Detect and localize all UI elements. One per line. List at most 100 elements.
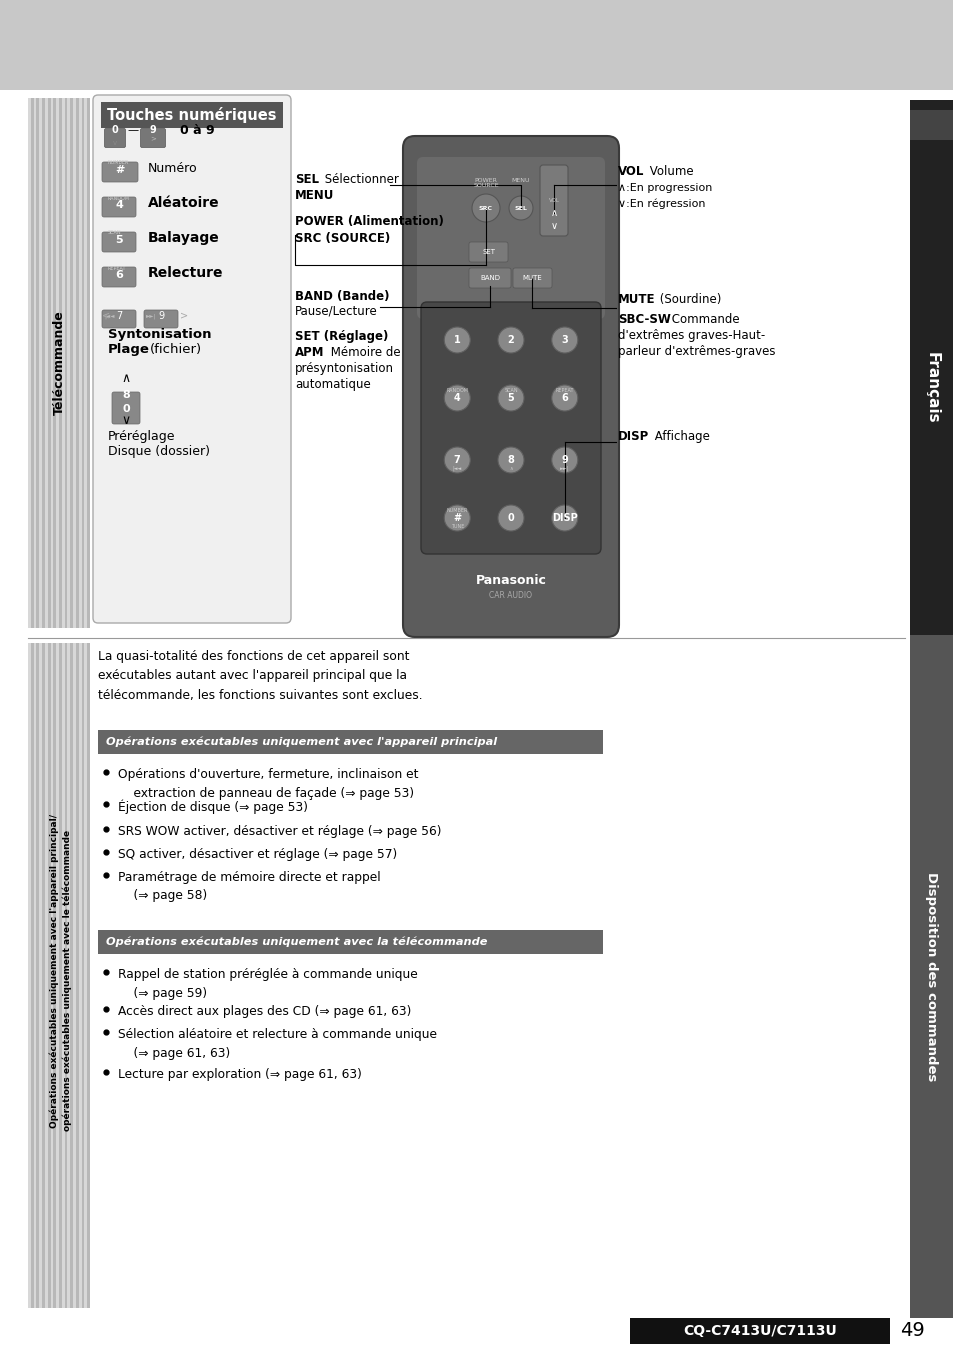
Text: CAR AUDIO: CAR AUDIO bbox=[489, 590, 532, 600]
FancyBboxPatch shape bbox=[402, 136, 618, 638]
Bar bbox=[48, 98, 51, 628]
FancyBboxPatch shape bbox=[513, 268, 552, 288]
Text: VOL: VOL bbox=[618, 164, 643, 178]
Text: Plage: Plage bbox=[108, 342, 150, 356]
FancyBboxPatch shape bbox=[469, 268, 511, 288]
Text: Numéro: Numéro bbox=[148, 162, 197, 174]
FancyBboxPatch shape bbox=[469, 243, 507, 262]
Text: 0: 0 bbox=[507, 514, 514, 523]
Bar bbox=[81, 643, 84, 1308]
FancyBboxPatch shape bbox=[102, 267, 136, 287]
Text: MUTE: MUTE bbox=[521, 275, 541, 280]
Text: Syntonisation: Syntonisation bbox=[108, 328, 212, 341]
Text: BAND: BAND bbox=[479, 275, 499, 280]
Bar bbox=[59, 98, 62, 628]
Circle shape bbox=[444, 328, 470, 353]
Text: POWER
SOURCE: POWER SOURCE bbox=[473, 178, 498, 189]
Bar bbox=[62, 98, 65, 628]
FancyBboxPatch shape bbox=[416, 156, 604, 319]
Bar bbox=[98, 731, 602, 754]
Bar bbox=[53, 643, 56, 1308]
Text: Préréglage: Préréglage bbox=[108, 430, 175, 443]
Circle shape bbox=[497, 506, 523, 531]
Circle shape bbox=[551, 328, 578, 353]
Bar bbox=[36, 98, 39, 628]
Bar bbox=[65, 98, 68, 628]
Text: ∧:En progression: ∧:En progression bbox=[618, 183, 712, 193]
Text: Éjection de disque (⇒ page 53): Éjection de disque (⇒ page 53) bbox=[118, 799, 308, 814]
Text: Balayage: Balayage bbox=[148, 231, 219, 245]
Bar bbox=[87, 98, 90, 628]
Bar bbox=[53, 98, 56, 628]
Text: Pause/Lecture: Pause/Lecture bbox=[294, 305, 377, 318]
Circle shape bbox=[551, 506, 578, 531]
Text: SQ activer, désactiver et réglage (⇒ page 57): SQ activer, désactiver et réglage (⇒ pag… bbox=[118, 848, 396, 861]
Bar bbox=[87, 643, 90, 1308]
Bar bbox=[45, 98, 48, 628]
Text: SRS WOW activer, désactiver et réglage (⇒ page 56): SRS WOW activer, désactiver et réglage (… bbox=[118, 825, 441, 838]
Text: Opérations exécutables uniquement avec la télécommande: Opérations exécutables uniquement avec l… bbox=[106, 937, 487, 948]
Text: >: > bbox=[180, 311, 188, 321]
Circle shape bbox=[497, 328, 523, 353]
Bar bbox=[73, 643, 76, 1308]
Bar bbox=[629, 1318, 889, 1344]
Text: SRC (SOURCE): SRC (SOURCE) bbox=[294, 232, 390, 245]
Text: #: # bbox=[115, 164, 125, 175]
Bar bbox=[81, 98, 84, 628]
Text: ►►|: ►►| bbox=[559, 465, 569, 470]
Text: 3: 3 bbox=[560, 336, 568, 345]
Text: 1: 1 bbox=[454, 336, 460, 345]
Text: ►►|: ►►| bbox=[146, 313, 156, 318]
Bar bbox=[33, 98, 36, 628]
Text: SEL: SEL bbox=[294, 173, 318, 186]
Text: ∧: ∧ bbox=[121, 372, 131, 384]
Bar bbox=[79, 98, 81, 628]
Text: ∧: ∧ bbox=[550, 208, 557, 218]
Text: |◄◄: |◄◄ bbox=[104, 313, 114, 318]
Text: #: # bbox=[453, 514, 461, 523]
Text: Paramétrage de mémoire directe et rappel
    (⇒ page 58): Paramétrage de mémoire directe et rappel… bbox=[118, 871, 380, 903]
Text: Télécommande: Télécommande bbox=[52, 310, 66, 415]
Text: 6: 6 bbox=[560, 394, 568, 403]
FancyBboxPatch shape bbox=[102, 197, 136, 217]
Text: NUMBER: NUMBER bbox=[108, 160, 130, 166]
Text: CQ-C7413U/C7113U: CQ-C7413U/C7113U bbox=[682, 1324, 836, 1339]
Text: Commande: Commande bbox=[667, 313, 739, 326]
Bar bbox=[51, 98, 53, 628]
Text: RANDOM: RANDOM bbox=[446, 387, 468, 392]
Text: Affichage: Affichage bbox=[650, 430, 709, 443]
Bar bbox=[42, 98, 45, 628]
Text: REPEAT: REPEAT bbox=[108, 266, 127, 271]
Text: 4: 4 bbox=[115, 200, 123, 210]
Text: automatique: automatique bbox=[294, 377, 371, 391]
Text: Accès direct aux plages des CD (⇒ page 61, 63): Accès direct aux plages des CD (⇒ page 6… bbox=[118, 1006, 411, 1018]
Text: DISP: DISP bbox=[551, 514, 577, 523]
Text: SEL: SEL bbox=[514, 205, 527, 210]
Bar bbox=[51, 643, 53, 1308]
Text: Relecture: Relecture bbox=[148, 266, 223, 280]
Text: Disposition des commandes: Disposition des commandes bbox=[924, 872, 938, 1081]
Bar bbox=[48, 643, 51, 1308]
Text: 9: 9 bbox=[158, 311, 164, 321]
Text: Volume: Volume bbox=[645, 164, 693, 178]
Bar bbox=[0, 94, 953, 635]
Text: 7: 7 bbox=[115, 311, 122, 321]
Text: SET: SET bbox=[482, 249, 495, 255]
Text: APM: APM bbox=[294, 346, 324, 359]
Bar bbox=[42, 643, 45, 1308]
FancyBboxPatch shape bbox=[140, 128, 165, 147]
Text: —: — bbox=[128, 125, 138, 135]
Circle shape bbox=[444, 386, 470, 411]
Text: 49: 49 bbox=[899, 1321, 923, 1340]
Text: TUNE: TUNE bbox=[450, 523, 463, 528]
Text: ∨: ∨ bbox=[550, 221, 557, 231]
Text: 0: 0 bbox=[112, 125, 118, 135]
Text: |◄◄: |◄◄ bbox=[452, 465, 461, 470]
Text: BAND (Bande): BAND (Bande) bbox=[294, 290, 389, 303]
Text: MENU: MENU bbox=[511, 178, 530, 182]
Text: (Sourdine): (Sourdine) bbox=[656, 293, 720, 306]
Text: 0: 0 bbox=[122, 404, 130, 414]
Text: Lecture par exploration (⇒ page 61, 63): Lecture par exploration (⇒ page 61, 63) bbox=[118, 1068, 361, 1081]
FancyBboxPatch shape bbox=[92, 94, 291, 623]
Circle shape bbox=[551, 448, 578, 473]
